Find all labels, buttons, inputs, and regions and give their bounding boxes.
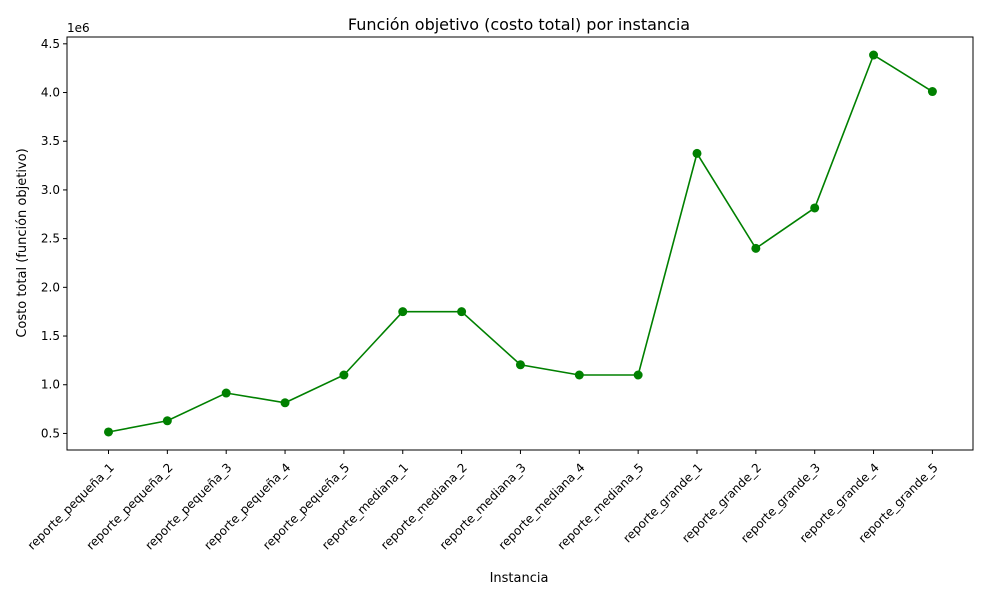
y-axis-ticks: 0.5 1.0 1.5 2.0 2.5 3.0 3.5 4.0 4.5: [41, 37, 67, 440]
y-tick-label: 4.5: [41, 37, 60, 51]
data-point: [104, 427, 113, 437]
y-tick-label: 1.0: [41, 378, 60, 392]
y-tick-label: 2.5: [41, 232, 60, 246]
x-axis-label: Instancia: [490, 571, 549, 586]
data-point: [751, 243, 761, 253]
data-point: [633, 370, 643, 380]
data-point: [221, 388, 231, 398]
data-point: [927, 87, 937, 97]
data-point: [280, 398, 290, 408]
y-tick-label: 3.0: [41, 183, 60, 197]
data-point: [398, 307, 408, 317]
y-tick-label: 4.0: [41, 86, 60, 100]
y-tick-label: 1.5: [41, 329, 60, 343]
data-point: [162, 416, 172, 426]
data-point: [339, 370, 349, 380]
y-tick-label: 0.5: [41, 426, 60, 440]
series-line: [108, 53, 933, 433]
x-axis-ticks: reporte_pequeña_1reporte_pequeña_2report…: [25, 450, 941, 553]
data-point: [692, 148, 702, 158]
data-point: [869, 50, 879, 60]
data-point: [810, 203, 820, 213]
y-axis-label: Costo total (función objetivo): [15, 148, 30, 337]
y-tick-label: 2.0: [41, 280, 60, 294]
data-point: [515, 360, 525, 370]
data-point: [457, 307, 467, 317]
data-points: [104, 50, 937, 437]
data-point: [574, 370, 584, 380]
plot-area-frame: [66, 36, 974, 451]
chart-title: Función objetivo (costo total) por insta…: [348, 15, 690, 34]
y-axis-offset-label: 1e6: [67, 21, 90, 35]
y-tick-label: 3.5: [41, 134, 60, 148]
